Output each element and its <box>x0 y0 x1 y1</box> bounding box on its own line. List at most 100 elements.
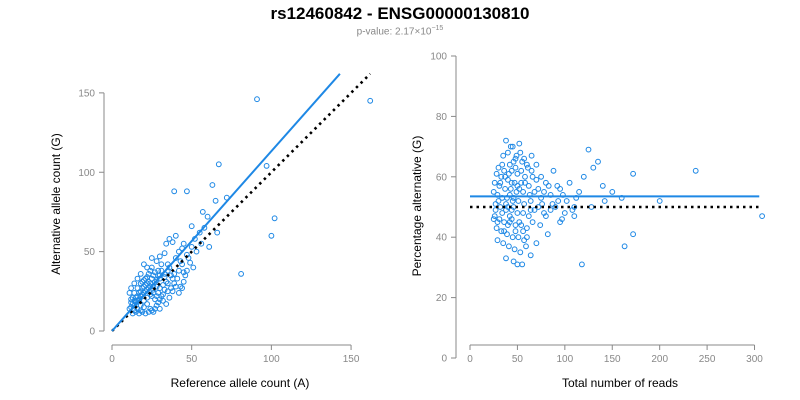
data-point <box>509 234 516 241</box>
data-point <box>495 164 502 171</box>
y-tick-label: 80 <box>436 112 448 123</box>
data-point <box>522 173 528 180</box>
data-point <box>599 183 606 189</box>
data-point <box>158 261 165 268</box>
data-point <box>527 252 534 259</box>
x-axis-title: Reference allele count (A) <box>171 376 310 390</box>
data-point <box>263 163 270 169</box>
data-point <box>547 207 554 213</box>
data-point <box>510 158 517 165</box>
data-point <box>514 261 521 268</box>
data-point <box>492 207 499 213</box>
data-point <box>493 225 500 232</box>
data-point <box>152 305 158 312</box>
data-point <box>502 186 509 192</box>
data-point <box>515 198 522 204</box>
x-tick-label: 300 <box>746 354 763 365</box>
data-point <box>187 259 194 266</box>
data-point <box>561 210 568 216</box>
data-point <box>531 189 538 195</box>
data-point <box>169 239 176 246</box>
x-tick-label: 50 <box>186 354 198 365</box>
data-point <box>156 253 163 260</box>
data-point <box>502 173 509 180</box>
data-point <box>515 234 522 241</box>
data-point <box>545 183 552 189</box>
data-point <box>190 264 197 271</box>
data-point <box>559 216 565 223</box>
data-point <box>133 309 139 315</box>
data-point <box>538 173 544 180</box>
data-point <box>131 297 138 304</box>
data-point <box>169 288 176 295</box>
data-point <box>595 158 601 165</box>
data-point <box>136 310 143 317</box>
y-tick-label: 0 <box>441 354 447 365</box>
data-point <box>148 255 155 261</box>
data-point <box>506 243 512 250</box>
data-point <box>529 173 536 180</box>
data-point <box>518 167 525 174</box>
x-tick-label: 0 <box>109 354 115 365</box>
data-point <box>630 170 636 177</box>
data-point <box>499 210 506 216</box>
data-point <box>509 143 516 150</box>
data-point <box>495 198 502 204</box>
data-point <box>500 152 507 159</box>
data-point <box>527 198 534 204</box>
data-point <box>506 161 513 168</box>
y-tick-label: 150 <box>78 88 95 99</box>
data-point <box>215 161 222 168</box>
data-point <box>528 152 535 159</box>
chart-title: rs12460842 - ENSG00000130810 <box>270 4 530 23</box>
data-point <box>508 179 515 186</box>
data-point <box>514 170 521 177</box>
data-point <box>528 167 535 174</box>
data-point <box>137 271 144 277</box>
data-point <box>166 236 173 242</box>
data-point <box>521 155 527 162</box>
data-point <box>129 310 136 317</box>
y-tick-label: 20 <box>436 293 448 304</box>
data-point <box>518 179 525 186</box>
data-point <box>580 173 587 180</box>
y-tick-label: 0 <box>89 327 95 338</box>
data-point <box>179 285 186 292</box>
data-point <box>563 198 570 204</box>
scatter-panel-1: 0 50 100 150 0 50 100 150 Reference allele count… <box>49 72 374 390</box>
data-point <box>520 228 526 235</box>
x-tick-label: 250 <box>699 354 716 365</box>
data-point <box>134 285 141 292</box>
data-point <box>144 274 151 280</box>
data-point <box>152 269 158 276</box>
data-point <box>525 213 532 220</box>
data-point <box>550 167 557 174</box>
data-point <box>503 255 509 262</box>
data-point <box>552 204 559 210</box>
data-point <box>496 183 503 189</box>
data-point <box>543 179 549 186</box>
data-point <box>180 278 187 285</box>
data-point <box>128 299 135 306</box>
data-point <box>524 161 530 168</box>
data-point <box>609 189 616 195</box>
data-point <box>134 293 141 300</box>
data-point <box>188 223 195 230</box>
data-point <box>525 164 531 171</box>
data-point <box>492 201 499 207</box>
data-point <box>522 179 528 186</box>
data-point <box>176 290 182 296</box>
data-point <box>268 232 275 239</box>
data-point <box>180 240 187 247</box>
data-point <box>153 258 160 265</box>
data-point <box>544 231 551 238</box>
data-point <box>367 97 374 104</box>
data-point <box>166 294 173 301</box>
data-point <box>498 228 505 235</box>
data-point <box>238 271 245 277</box>
data-point <box>554 183 561 189</box>
data-point <box>590 164 597 171</box>
y-tick-label: 100 <box>430 52 447 63</box>
data-point <box>557 186 563 192</box>
data-point <box>601 198 608 204</box>
